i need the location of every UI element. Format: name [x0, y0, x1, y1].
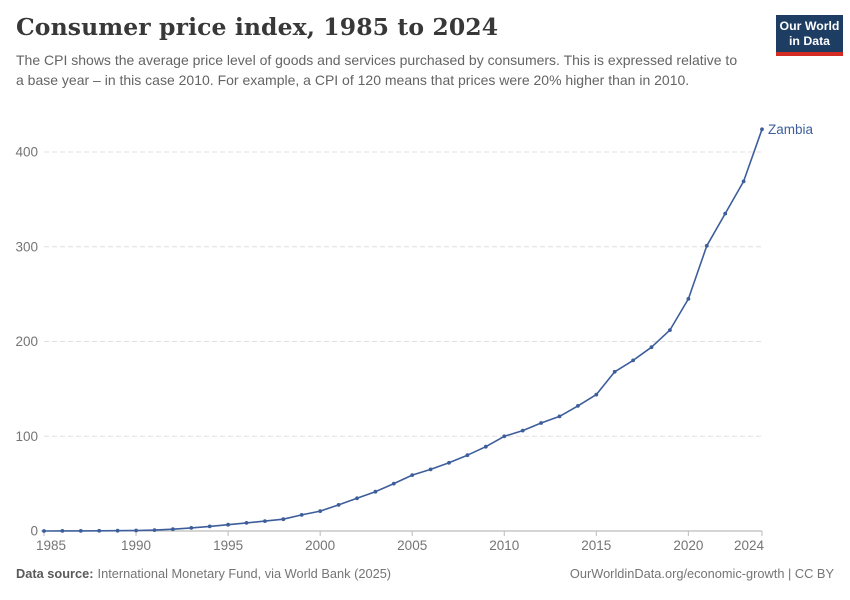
x-tick-label-1990: 1990: [121, 538, 151, 553]
x-tick-label-2024: 2024: [734, 538, 765, 553]
data-point-2015: [594, 392, 599, 397]
chart-footer: Data source: International Monetary Fund,…: [16, 566, 834, 581]
data-point-2009: [483, 444, 488, 449]
data-source-text: International Monetary Fund, via World B…: [97, 566, 392, 581]
x-tick-label-2000: 2000: [305, 538, 335, 553]
data-point-2019: [668, 328, 672, 332]
data-point-2017: [631, 358, 635, 363]
chart-area: 0 100 200 300 400 1985 1990 1995 2000 2005 2010 201…: [0, 118, 850, 564]
data-source: Data source: International Monetary Fund,…: [16, 566, 391, 581]
x-tick-label-1985: 1985: [36, 538, 66, 553]
x-tick-label-2015: 2015: [581, 538, 611, 553]
data-point-2023: [741, 179, 746, 184]
data-point-2007: [447, 460, 451, 465]
data-point-2012: [539, 421, 543, 425]
data-point-2005: [410, 473, 415, 477]
owid-logo-line2: in Data: [789, 34, 830, 48]
credit-link[interactable]: OurWorldinData.org/economic-growth | CC …: [569, 566, 834, 581]
data-point-1995: [226, 522, 231, 527]
data-point-1994: [207, 524, 212, 529]
data-point-2022: [723, 211, 728, 216]
x-tick-label-2005: 2005: [397, 538, 427, 553]
chart-subtitle: The CPI shows the average price level of…: [16, 52, 738, 89]
data-point-2001: [336, 503, 341, 507]
data-point-2000: [318, 509, 323, 513]
data-point-1988: [97, 528, 102, 533]
y-tick-label-200: 200: [15, 334, 38, 349]
data-point-1997: [263, 519, 267, 523]
y-tick-label-100: 100: [15, 429, 38, 444]
data-point-1992: [171, 527, 175, 532]
data-point-2006: [428, 467, 433, 472]
data-point-1998: [281, 517, 286, 522]
series-label-zambia: Zambia: [768, 122, 814, 137]
x-tick-label-2010: 2010: [489, 538, 519, 553]
data-point-1985: [42, 529, 46, 533]
data-point-1999: [299, 513, 304, 517]
y-tick-label-300: 300: [15, 239, 38, 254]
data-point-2024: [760, 127, 764, 132]
owid-logo-line1: Our World: [779, 19, 840, 33]
data-point-2013: [557, 414, 562, 419]
data-point-1989: [115, 528, 120, 533]
data-point-2011: [520, 428, 525, 433]
data-source-label: Data source:: [16, 566, 94, 581]
owid-logo[interactable]: Our World in Data: [776, 15, 843, 56]
data-point-1987: [78, 529, 83, 533]
chart-canvas: 0 100 200 300 400 1985 1990 1995 2000 2005 2010 201…: [15, 122, 814, 553]
y-tick-label-0: 0: [30, 524, 38, 539]
data-point-1996: [244, 521, 249, 525]
x-tick-label-1995: 1995: [213, 538, 243, 553]
data-line-zambia: [43, 128, 763, 532]
data-point-2018: [649, 345, 654, 350]
page-title: Consumer price index, 1985 to 2024: [16, 13, 499, 41]
data-point-1991: [152, 528, 157, 532]
data-point-2020: [686, 297, 691, 301]
data-point-2014: [576, 404, 580, 408]
y-tick-label-400: 400: [15, 145, 38, 160]
data-point-1986: [60, 529, 65, 533]
data-point-2002: [355, 496, 359, 501]
chart-header: Consumer price index, 1985 to 2024 The C…: [16, 13, 756, 91]
data-point-2016: [612, 369, 617, 374]
x-tick-label-2020: 2020: [673, 538, 703, 553]
data-point-2008: [465, 453, 470, 458]
data-point-2004: [391, 481, 396, 486]
data-point-2021: [704, 243, 709, 248]
data-point-1990: [134, 528, 139, 533]
data-point-1993: [189, 526, 194, 530]
data-point-2003: [373, 489, 378, 494]
data-point-2010: [502, 434, 507, 439]
